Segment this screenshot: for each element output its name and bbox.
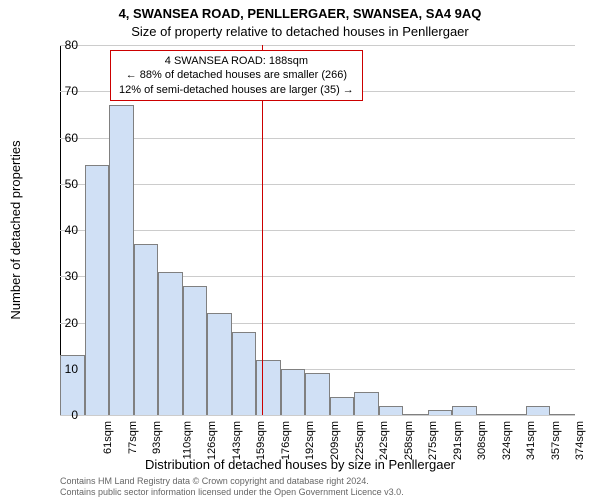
- histogram-bar: [526, 406, 551, 415]
- x-tick-label: 110sqm: [181, 421, 193, 459]
- histogram-bar: [158, 272, 183, 415]
- footer-line-2: Contains public sector information licen…: [60, 487, 404, 498]
- histogram-bar: [183, 286, 208, 416]
- annotation-box: 4 SWANSEA ROAD: 188sqm← 88% of detached …: [110, 50, 363, 101]
- annotation-line: ← 88% of detached houses are smaller (26…: [119, 68, 354, 82]
- chart-title-main: 4, SWANSEA ROAD, PENLLERGAER, SWANSEA, S…: [0, 6, 600, 21]
- chart-container: 4, SWANSEA ROAD, PENLLERGAER, SWANSEA, S…: [0, 0, 600, 500]
- footer-line-1: Contains HM Land Registry data © Crown c…: [60, 476, 404, 487]
- grid-line: [60, 415, 575, 416]
- chart-title-sub: Size of property relative to detached ho…: [0, 24, 600, 39]
- x-tick-label: 192sqm: [305, 421, 317, 460]
- histogram-bar: [85, 165, 110, 415]
- y-tick-label: 70: [65, 84, 78, 98]
- histogram-bar: [330, 397, 355, 416]
- x-tick-label: 357sqm: [550, 421, 562, 460]
- x-tick-label: 77sqm: [127, 421, 139, 454]
- histogram-bar: [550, 414, 575, 415]
- histogram-bar: [501, 414, 526, 415]
- y-tick-label: 10: [65, 362, 78, 376]
- histogram-bar: [428, 410, 453, 415]
- x-tick-label: 258sqm: [403, 421, 415, 460]
- grid-line: [60, 184, 575, 185]
- y-tick-label: 80: [65, 38, 78, 52]
- annotation-line: 12% of semi-detached houses are larger (…: [119, 83, 354, 97]
- x-tick-label: 61sqm: [102, 421, 114, 454]
- histogram-bar: [134, 244, 159, 415]
- histogram-bar: [354, 392, 379, 415]
- grid-line: [60, 45, 575, 46]
- y-tick-label: 50: [65, 177, 78, 191]
- x-tick-label: 176sqm: [280, 421, 292, 460]
- x-tick-label: 93sqm: [151, 421, 163, 454]
- histogram-bar: [477, 414, 502, 415]
- x-tick-label: 225sqm: [354, 421, 366, 460]
- y-tick-label: 20: [65, 316, 78, 330]
- x-tick-label: 126sqm: [206, 421, 218, 460]
- histogram-bar: [256, 360, 281, 416]
- x-tick-label: 291sqm: [452, 421, 464, 460]
- histogram-bar: [403, 414, 428, 415]
- x-tick-label: 374sqm: [574, 421, 586, 460]
- histogram-bar: [109, 105, 134, 415]
- histogram-bar: [452, 406, 477, 415]
- annotation-line: 4 SWANSEA ROAD: 188sqm: [119, 54, 354, 68]
- y-tick-label: 60: [65, 131, 78, 145]
- histogram-bar: [232, 332, 257, 415]
- histogram-bar: [281, 369, 306, 415]
- x-tick-label: 341sqm: [525, 421, 537, 460]
- x-tick-label: 275sqm: [427, 421, 439, 460]
- y-tick-label: 0: [71, 408, 78, 422]
- y-axis-label: Number of detached properties: [8, 140, 23, 319]
- grid-line: [60, 230, 575, 231]
- x-tick-label: 324sqm: [501, 421, 513, 460]
- x-tick-label: 308sqm: [476, 421, 488, 460]
- footer-attribution: Contains HM Land Registry data © Crown c…: [60, 476, 404, 498]
- histogram-bar: [207, 313, 232, 415]
- x-tick-label: 209sqm: [329, 421, 341, 460]
- histogram-bar: [379, 406, 404, 415]
- x-tick-label: 242sqm: [378, 421, 390, 460]
- x-tick-label: 143sqm: [231, 421, 243, 460]
- y-tick-label: 40: [65, 223, 78, 237]
- x-tick-label: 159sqm: [256, 421, 268, 460]
- y-tick-label: 30: [65, 269, 78, 283]
- histogram-bar: [305, 373, 330, 415]
- grid-line: [60, 138, 575, 139]
